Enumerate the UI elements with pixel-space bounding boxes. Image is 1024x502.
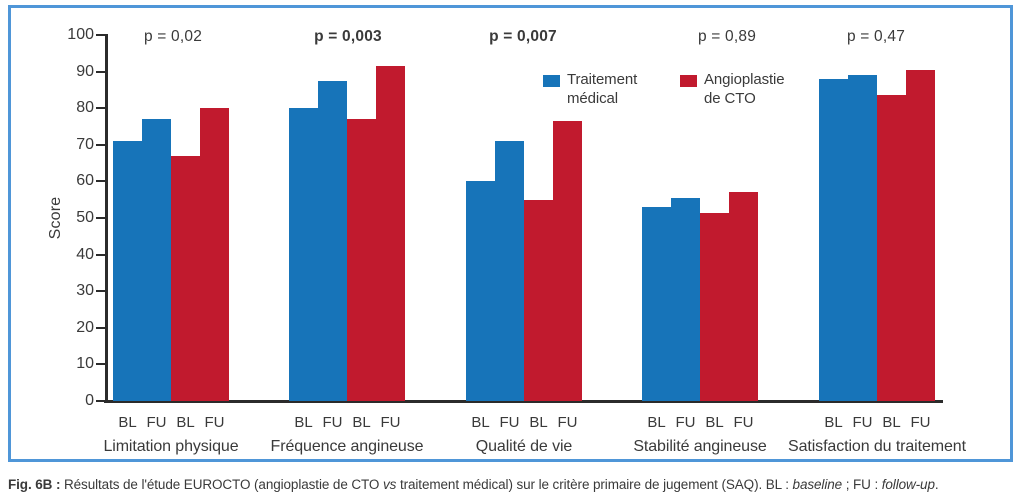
bar-sublabel: FU xyxy=(557,414,578,431)
bar-sublabel: BL xyxy=(352,414,371,431)
p-value-label: p = 0,007 xyxy=(489,28,557,45)
y-axis-tick-label: 80 xyxy=(76,99,94,117)
bar-bl-medical xyxy=(113,141,142,401)
legend-label: Angioplastie de CTO xyxy=(704,71,785,107)
p-value-label: p = 0,47 xyxy=(846,28,906,45)
y-axis-tick-label: 70 xyxy=(76,135,94,153)
bar-bl-cto xyxy=(524,200,553,401)
bar-sublabel: FU xyxy=(380,414,401,431)
bar-sublabel: BL xyxy=(294,414,313,431)
y-axis-tick xyxy=(96,70,105,73)
y-axis-tick xyxy=(96,143,105,146)
bar-bl-medical xyxy=(642,207,671,401)
bar-sublabel: FU xyxy=(910,414,931,431)
bar-bl-cto xyxy=(877,95,906,401)
category-label: Limitation physique xyxy=(103,438,239,455)
category-label: Qualité de vie xyxy=(475,438,573,455)
bar-fu-medical xyxy=(142,119,171,401)
y-axis-tick xyxy=(96,253,105,256)
caption-text: Résultats de l'étude EUROCTO (angioplast… xyxy=(64,477,383,492)
y-axis-tick-label: 30 xyxy=(76,282,94,300)
bar-bl-cto xyxy=(700,213,729,401)
bar-sublabel: FU xyxy=(733,414,754,431)
category-label: Fréquence angineuse xyxy=(270,438,424,455)
bar-bl-cto xyxy=(171,156,200,401)
y-axis-tick xyxy=(96,107,105,110)
bar-sublabel: FU xyxy=(852,414,873,431)
bar-sublabel: FU xyxy=(146,414,167,431)
caption-text: follow-up xyxy=(881,477,935,492)
caption-text: . xyxy=(934,477,939,492)
p-value-label: p = 0,89 xyxy=(697,28,757,45)
bar-bl-medical xyxy=(466,181,495,401)
y-axis-tick xyxy=(96,290,105,293)
y-axis-tick xyxy=(96,326,105,329)
y-axis-tick-label: 100 xyxy=(67,26,94,43)
y-axis-tick xyxy=(96,400,105,402)
bar-sublabel: FU xyxy=(204,414,225,431)
x-axis-line xyxy=(104,400,943,403)
y-axis-tick xyxy=(96,34,105,36)
bar-fu-cto xyxy=(376,66,405,401)
legend-swatch-red-icon xyxy=(680,75,697,87)
y-axis-tick-label: 40 xyxy=(76,245,94,263)
y-axis-tick xyxy=(96,217,105,219)
bar-fu-cto xyxy=(729,192,758,401)
bar-sublabel: BL xyxy=(176,414,195,431)
bar-fu-cto xyxy=(200,108,229,401)
figure-caption: Fig. 6B : Résultats de l'étude EUROCTO (… xyxy=(8,476,1016,493)
bar-bl-medical xyxy=(819,79,848,401)
y-axis-tick-label: 60 xyxy=(76,172,94,190)
p-value-label: p = 0,003 xyxy=(314,28,382,45)
bar-fu-cto xyxy=(553,121,582,401)
bar-sublabel: FU xyxy=(675,414,696,431)
caption-text: vs xyxy=(382,477,397,492)
bar-fu-medical xyxy=(671,198,700,401)
bar-sublabel: BL xyxy=(882,414,901,431)
bar-fu-medical xyxy=(495,141,524,401)
y-axis-tick-label: 90 xyxy=(76,62,94,80)
bar-bl-medical xyxy=(289,108,318,401)
bar-sublabel: FU xyxy=(499,414,520,431)
y-axis-tick-label: 0 xyxy=(85,392,94,409)
caption-text: baseline xyxy=(792,477,843,492)
y-axis-tick xyxy=(96,180,105,183)
p-value-label: p = 0,02 xyxy=(143,28,203,45)
bar-sublabel: BL xyxy=(824,414,843,431)
bar-sublabel: BL xyxy=(705,414,724,431)
bar-sublabel: BL xyxy=(118,414,137,431)
y-axis-tick-label: 20 xyxy=(76,318,94,336)
bar-sublabel: BL xyxy=(471,414,490,431)
category-label: Satisfaction du traitement xyxy=(788,438,966,455)
y-axis-tick xyxy=(96,363,105,366)
bar-sublabel: BL xyxy=(529,414,548,431)
y-axis-tick-label: 10 xyxy=(76,355,94,373)
category-label: Stabilité angineuse xyxy=(633,438,767,455)
legend-label: Traitement médical xyxy=(567,71,638,107)
bar-fu-medical xyxy=(848,75,877,401)
legend-item-traitement-medical: Traitement médical xyxy=(543,70,659,108)
legend: Traitement médical Angioplastie de CTO xyxy=(543,70,796,108)
y-axis-line xyxy=(105,34,108,402)
bar-fu-medical xyxy=(318,81,347,401)
legend-swatch-blue-icon xyxy=(543,75,560,87)
y-axis-tick-label: 50 xyxy=(76,209,94,226)
caption-text: traitement médical) sur le critère prima… xyxy=(396,477,793,492)
bar-sublabel: FU xyxy=(322,414,343,431)
bar-sublabel: BL xyxy=(647,414,666,431)
legend-item-angioplastie-cto: Angioplastie de CTO xyxy=(680,70,796,108)
bar-fu-cto xyxy=(906,70,935,401)
caption-text: ; FU : xyxy=(842,477,882,492)
bar-bl-cto xyxy=(347,119,376,401)
caption-figure-number: Fig. 6B : xyxy=(8,477,64,492)
